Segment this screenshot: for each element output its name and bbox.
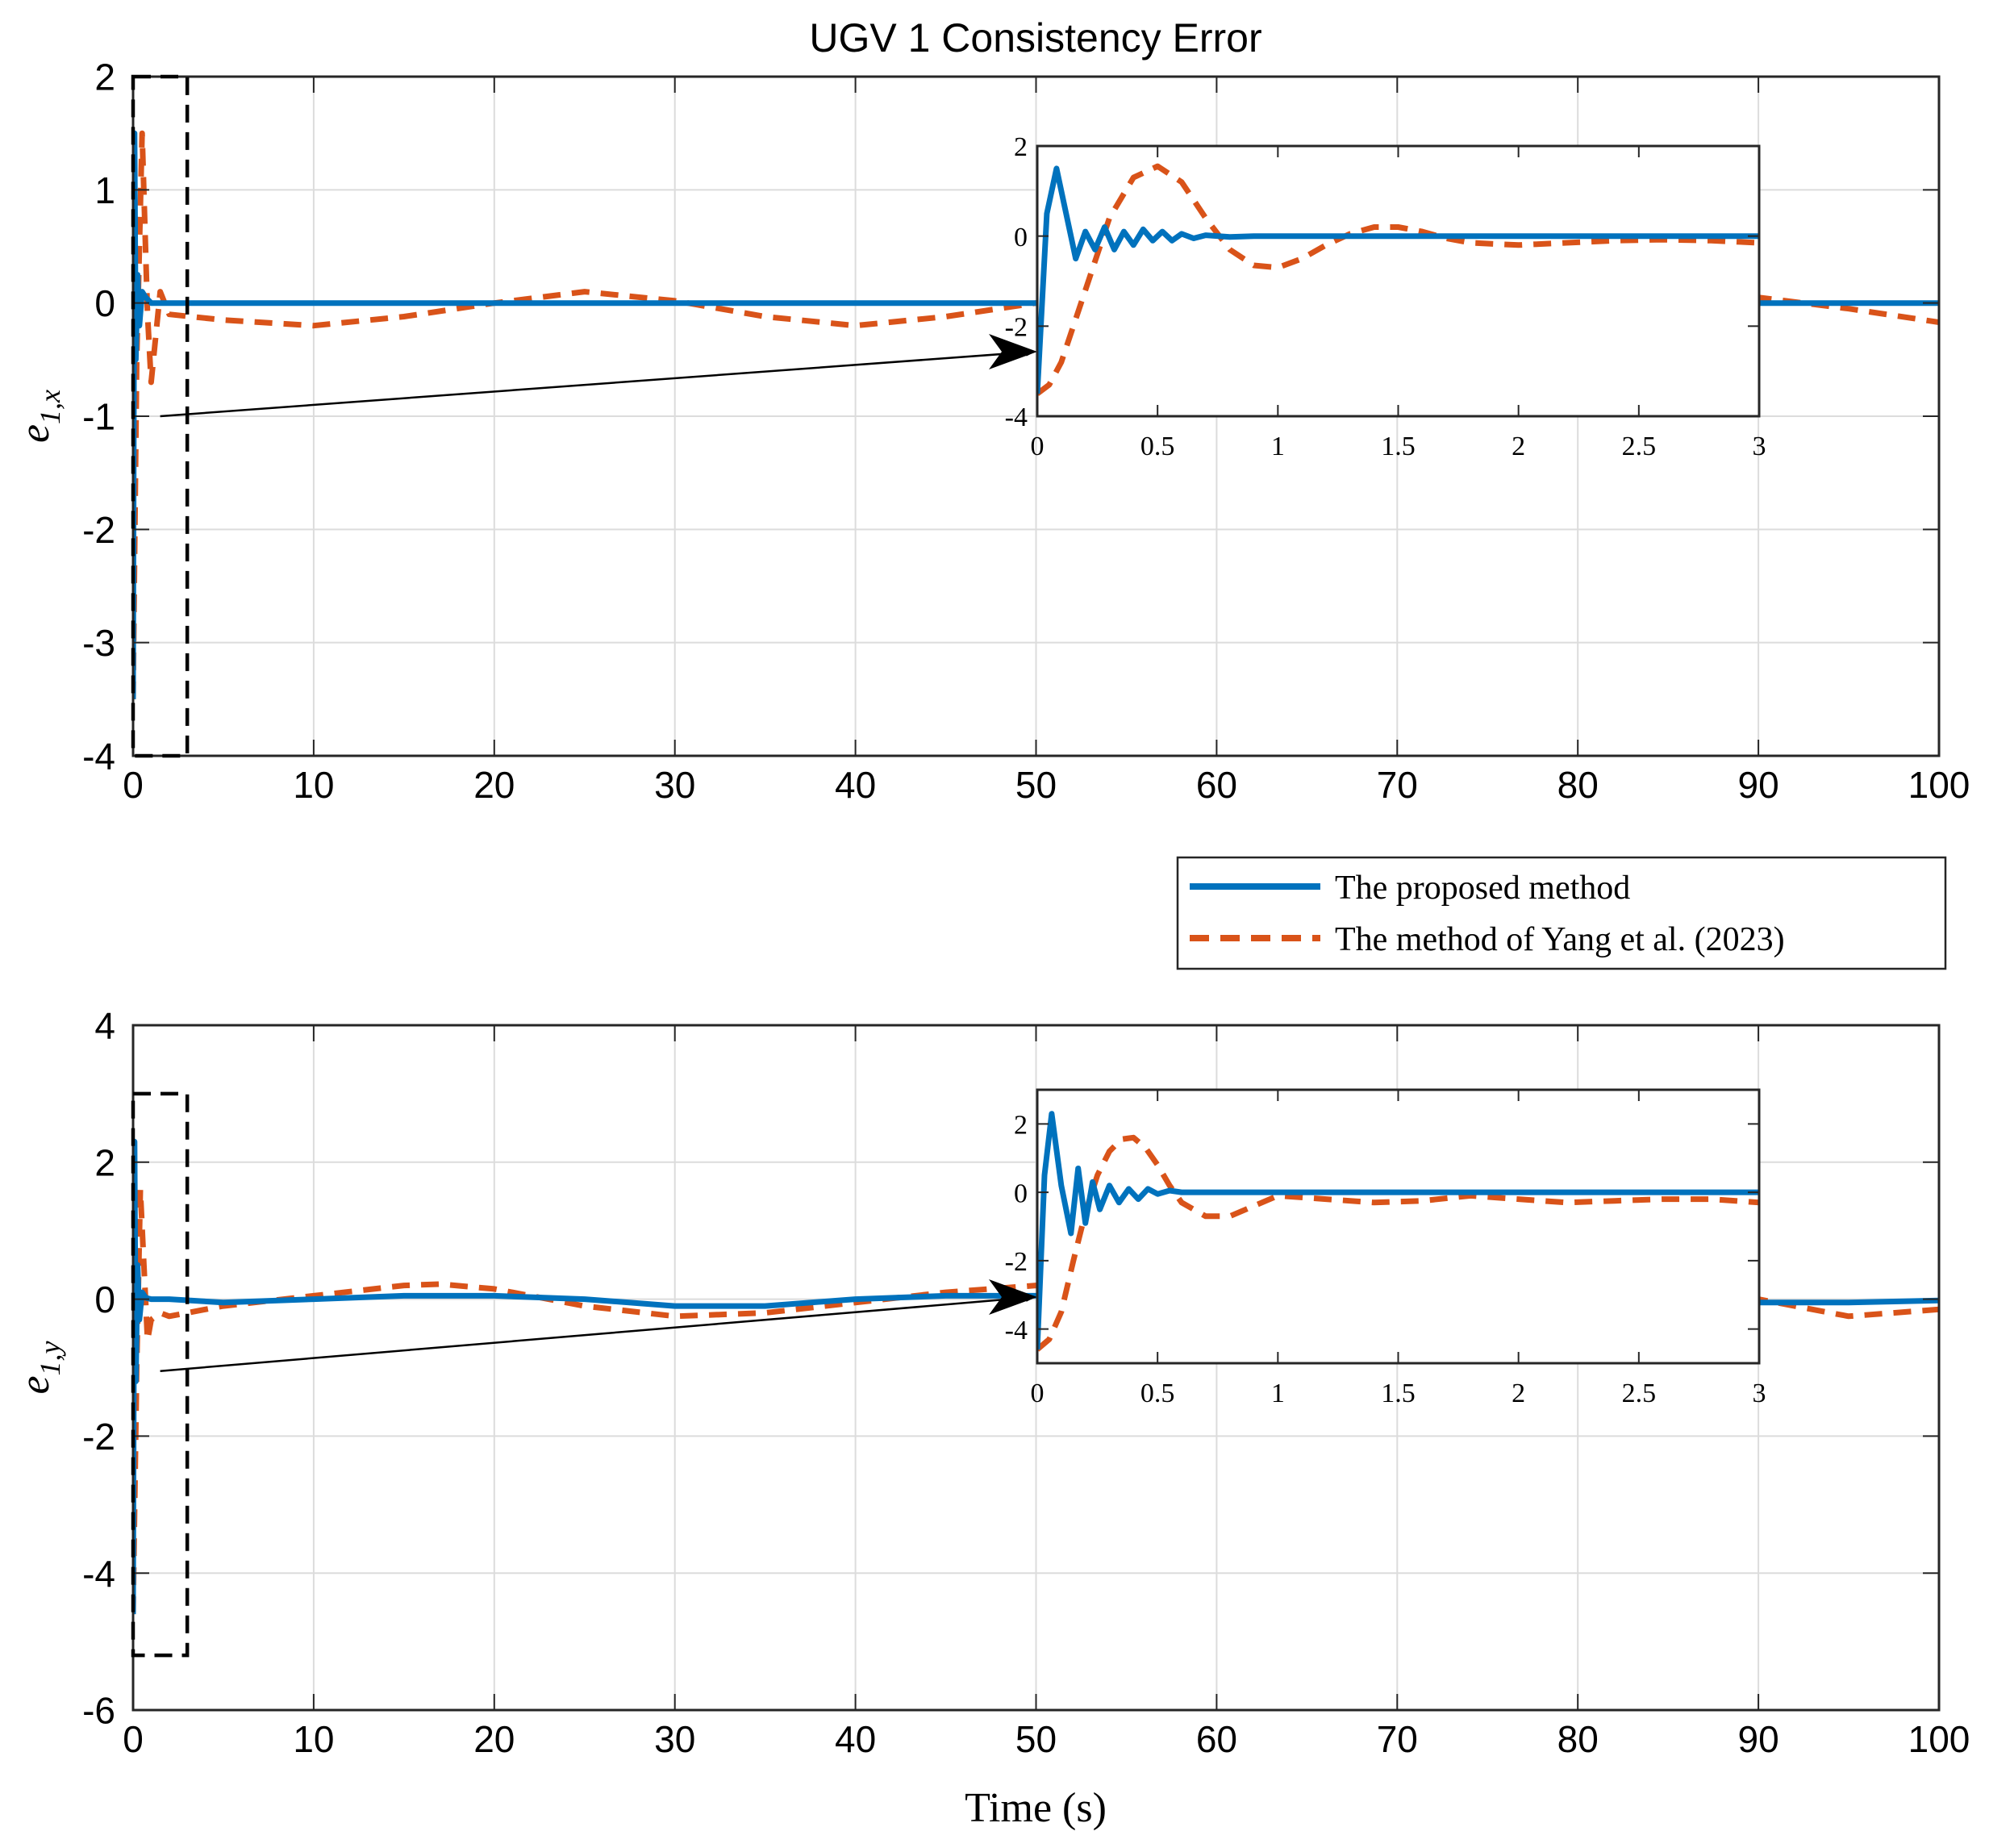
top-xtick-label: 90	[1738, 764, 1779, 806]
bottom-inset-xtick-label: 0	[1031, 1379, 1045, 1408]
bottom-ytick-label: -2	[82, 1416, 115, 1458]
legend: The proposed method The method of Yang e…	[1176, 856, 1947, 970]
top-ytick-label: -3	[82, 622, 115, 664]
bottom-ytick-label: -4	[82, 1553, 115, 1595]
bottom-inset-ytick-label: -2	[1005, 1247, 1028, 1277]
bottom-inset-xtick-label: 3	[1753, 1379, 1766, 1408]
bottom-inset-series-proposed	[1037, 1111, 1759, 1350]
top-xtick-label: 70	[1377, 764, 1418, 806]
top-xtick-label: 50	[1015, 764, 1057, 806]
top-inset-xtick-label: 2.5	[1622, 432, 1657, 461]
bottom-zoom-arrow	[160, 1293, 1036, 1372]
bottom-xtick-label: 20	[473, 1718, 515, 1760]
top-xtick-label: 0	[123, 764, 144, 806]
bottom-xtick-label: 80	[1557, 1718, 1599, 1760]
top-inset-xtick-label: 1.5	[1381, 432, 1416, 461]
bottom-xtick-label: 50	[1015, 1718, 1057, 1760]
top-xtick-label: 80	[1557, 764, 1599, 806]
bottom-xtick-label: 100	[1908, 1718, 1970, 1760]
top-inset-ytick-label: -4	[1005, 403, 1028, 432]
x-axis-label: Time (s)	[965, 1785, 1107, 1831]
top-inset-ytick-label: 2	[1014, 132, 1028, 162]
top-ytick-label: -1	[82, 396, 115, 438]
top-xtick-label: 40	[835, 764, 876, 806]
top-zoom-arrow	[160, 348, 1036, 418]
bottom-series-yang	[133, 1187, 1939, 1615]
top-xtick-label: 20	[473, 764, 515, 806]
top-inset-plot-area	[1037, 146, 1759, 416]
top-xtick-label: 100	[1908, 764, 1970, 806]
top-inset-series-yang	[1037, 163, 1759, 396]
figure-title: UGV 1 Consistency Error	[809, 15, 1261, 60]
top-ytick-label: 0	[94, 282, 115, 324]
bottom-ytick-label: 4	[94, 1005, 115, 1047]
top-ytick-label: 2	[94, 56, 115, 98]
legend-label-proposed: The proposed method	[1335, 870, 1630, 907]
bottom-zoom-box	[131, 1091, 190, 1658]
top-zoom-arrowhead	[989, 334, 1037, 369]
bottom-inset-xtick-label: 1	[1271, 1379, 1285, 1408]
bottom-xtick-label: 30	[654, 1718, 695, 1760]
bottom-xtick-label: 40	[835, 1718, 876, 1760]
legend-box	[1176, 856, 1947, 970]
legend-label-yang: The method of Yang et al. (2023)	[1335, 921, 1785, 958]
top-ytick-label: -2	[82, 509, 115, 551]
bottom-xtick-label: 90	[1738, 1718, 1779, 1760]
bottom-inset-ytick-label: -4	[1005, 1316, 1028, 1345]
top-ytick-label: -4	[82, 736, 115, 778]
top-inset-xtick-label: 2	[1512, 432, 1525, 461]
top-y-axis-label: e1,x	[12, 390, 66, 443]
top-series-yang	[133, 130, 1939, 699]
bottom-xtick-label: 0	[123, 1718, 144, 1760]
bottom-ytick-label: 0	[94, 1279, 115, 1320]
top-inset-ytick-label: -2	[1005, 313, 1028, 343]
bottom-inset: 0 0.5 1 1.5 2 2.5 3 -4 -2 0 2	[1005, 1088, 1766, 1408]
top-xtick-label: 30	[654, 764, 695, 806]
bottom-inset-xtick-label: 1.5	[1381, 1379, 1416, 1408]
top-inset: 0 0.5 1 1.5 2 2.5 3 -4 -2 0 2	[1005, 132, 1766, 461]
top-inset-xtick-label: 3	[1753, 432, 1766, 461]
top-inset-xtick-label: 1	[1271, 432, 1285, 461]
bottom-inset-ytick-label: 2	[1014, 1111, 1028, 1141]
bottom-ytick-label: -6	[82, 1690, 115, 1732]
bottom-xtick-label: 60	[1196, 1718, 1237, 1760]
bottom-inset-xtick-label: 2.5	[1622, 1379, 1657, 1408]
bottom-ytick-label: 2	[94, 1141, 115, 1183]
bottom-inset-xtick-label: 0.5	[1140, 1379, 1175, 1408]
top-inset-xtick-label: 0	[1031, 432, 1045, 461]
top-zoom-box	[131, 74, 190, 758]
bottom-inset-ytick-label: 0	[1014, 1178, 1028, 1208]
bottom-xtick-label: 70	[1377, 1718, 1418, 1760]
bottom-inset-plot-area	[1037, 1090, 1759, 1363]
top-inset-xtick-label: 0.5	[1140, 432, 1175, 461]
bottom-zoom-arrowhead	[989, 1279, 1037, 1315]
bottom-y-axis-label: e1,y	[12, 1341, 66, 1394]
top-inset-series-proposed	[1037, 165, 1759, 394]
bottom-xtick-label: 10	[293, 1718, 334, 1760]
top-inset-ytick-label: 0	[1014, 223, 1028, 252]
bottom-inset-xtick-label: 2	[1512, 1379, 1525, 1408]
top-ytick-label: 1	[94, 169, 115, 211]
top-xtick-label: 10	[293, 764, 334, 806]
top-xtick-label: 60	[1196, 764, 1237, 806]
